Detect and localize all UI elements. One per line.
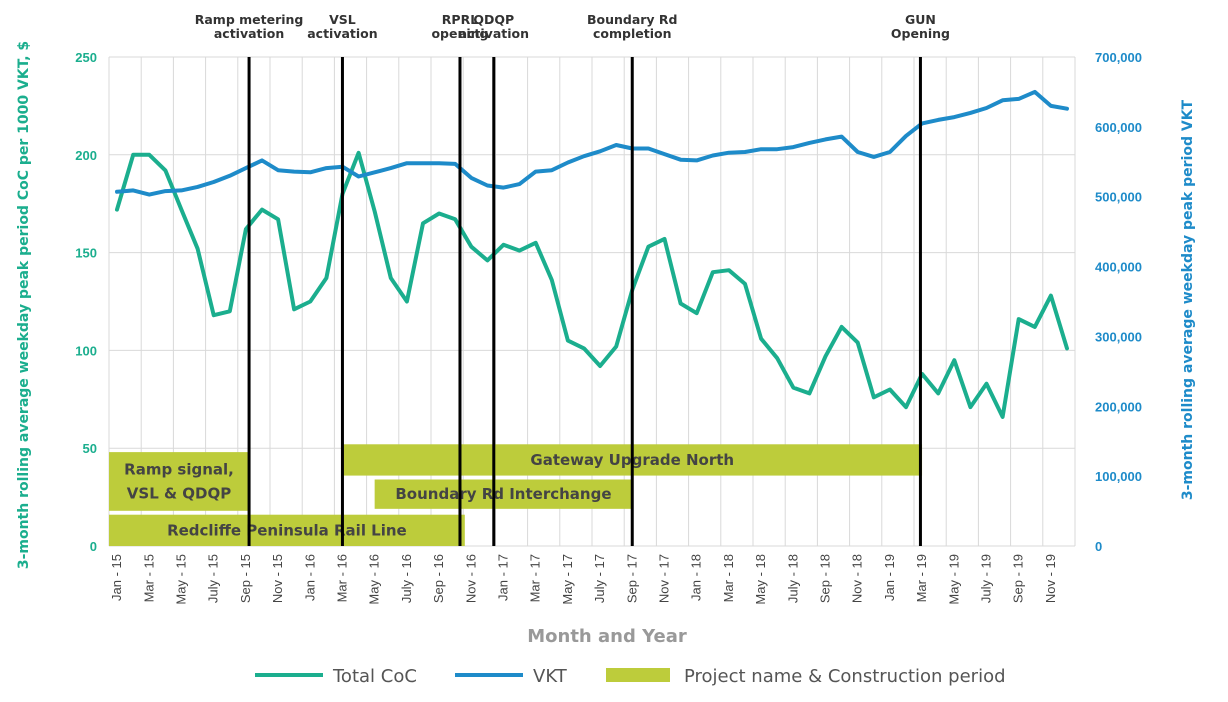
x-tick-label: Sep - 16 bbox=[431, 554, 446, 603]
x-tick-label: May - 18 bbox=[753, 554, 768, 605]
x-tick-label: July - 15 bbox=[206, 554, 221, 603]
x-tick-label: May - 17 bbox=[560, 554, 575, 605]
left-tick-label: 100 bbox=[75, 343, 97, 358]
event-label: activation bbox=[307, 26, 377, 41]
x-axis-ticks: Jan - 15 Mar - 15 May - 15 July - 15 Sep - 1… bbox=[109, 554, 1058, 605]
x-tick-label: Sep - 19 bbox=[1011, 554, 1026, 603]
x-tick-label: Jan - 17 bbox=[495, 554, 510, 601]
legend-label: Project name & Construction period bbox=[684, 666, 1006, 687]
left-tick-label: 50 bbox=[83, 441, 97, 456]
event-label: Boundary Rd bbox=[587, 12, 678, 27]
right-tick-label: 500,000 bbox=[1095, 190, 1142, 205]
project-label: Ramp signal, bbox=[124, 460, 234, 478]
x-tick-label: Mar - 17 bbox=[528, 554, 543, 602]
right-tick-label: 100,000 bbox=[1095, 469, 1142, 484]
x-tick-label: May - 15 bbox=[173, 554, 188, 605]
event-label: QDQP bbox=[473, 12, 514, 27]
legend-label: Total CoC bbox=[332, 666, 417, 687]
total-coc-line bbox=[115, 150, 1069, 419]
left-tick-label: 200 bbox=[75, 148, 97, 163]
project-bar bbox=[374, 479, 633, 509]
x-tick-label: May - 16 bbox=[367, 554, 382, 605]
event-label: opening bbox=[431, 26, 488, 41]
right-tick-label: 400,000 bbox=[1095, 260, 1142, 275]
legend-swatch bbox=[606, 668, 670, 682]
left-axis-title: 3-month rolling average weekday peak per… bbox=[16, 41, 32, 569]
event-label: Ramp metering bbox=[195, 12, 304, 27]
x-tick-label: Jan - 15 bbox=[109, 554, 124, 601]
event-label: activation bbox=[214, 26, 284, 41]
x-tick-label: Jan - 18 bbox=[689, 554, 704, 601]
event-label: completion bbox=[593, 26, 671, 41]
x-tick-label: Nov - 19 bbox=[1043, 554, 1058, 603]
event-label: RPRL bbox=[442, 12, 478, 27]
right-tick-label: 200,000 bbox=[1095, 399, 1142, 414]
x-tick-label: May - 19 bbox=[946, 554, 961, 605]
x-tick-label: Mar - 15 bbox=[141, 554, 156, 602]
x-tick-label: July - 17 bbox=[592, 554, 607, 603]
left-tick-label: 250 bbox=[75, 50, 97, 65]
right-tick-label: 0 bbox=[1095, 539, 1102, 554]
right-tick-label: 300,000 bbox=[1095, 329, 1142, 344]
left-tick-label: 150 bbox=[75, 246, 97, 261]
x-tick-label: Nov - 18 bbox=[850, 554, 865, 603]
legend: Total CoC VKT Project name & Construction … bbox=[255, 666, 1006, 687]
event-markers: Ramp meteringactivationVSLactivationRPRL… bbox=[195, 12, 950, 546]
right-axis-ticks: 0 100,000 200,000 300,000 400,000 500,000 600,… bbox=[1095, 50, 1142, 554]
x-tick-label: Nov - 15 bbox=[270, 554, 285, 603]
right-tick-label: 700,000 bbox=[1095, 50, 1142, 65]
vkt-line bbox=[115, 89, 1069, 197]
x-tick-label: July - 19 bbox=[978, 554, 993, 603]
right-axis-title: 3-month rolling average weekday peak per… bbox=[1180, 99, 1196, 500]
x-tick-label: Mar - 18 bbox=[721, 554, 736, 602]
project-label: VSL & QDQP bbox=[127, 484, 231, 502]
x-tick-label: Jan - 16 bbox=[302, 554, 317, 601]
event-label: VSL bbox=[329, 12, 356, 27]
x-tick-label: Jan - 19 bbox=[882, 554, 897, 601]
x-tick-label: Mar - 16 bbox=[334, 554, 349, 602]
project-label: Redcliffe Peninsula Rail Line bbox=[167, 521, 407, 539]
x-tick-label: Sep - 17 bbox=[624, 554, 639, 603]
x-tick-label: July - 16 bbox=[399, 554, 414, 603]
x-tick-label: Sep - 18 bbox=[817, 554, 832, 603]
x-tick-label: Nov - 16 bbox=[463, 554, 478, 603]
x-axis-title: Month and Year bbox=[527, 626, 687, 647]
project-bar bbox=[109, 514, 465, 546]
x-tick-label: Nov - 17 bbox=[656, 554, 671, 603]
series-lines bbox=[115, 89, 1069, 419]
event-label: GUN bbox=[905, 12, 936, 27]
x-tick-label: Mar - 19 bbox=[914, 554, 929, 602]
x-tick-label: Sep - 15 bbox=[238, 554, 253, 603]
right-tick-label: 600,000 bbox=[1095, 120, 1142, 135]
left-tick-label: 0 bbox=[90, 539, 97, 554]
project-bar bbox=[109, 452, 250, 511]
project-label: Boundary Rd Interchange bbox=[395, 485, 611, 503]
legend-label: VKT bbox=[533, 666, 568, 687]
left-axis-ticks: 0 50 100 150 200 250 bbox=[75, 50, 97, 554]
event-label: Opening bbox=[891, 26, 950, 41]
x-tick-label: July - 18 bbox=[785, 554, 800, 603]
event-label: activation bbox=[459, 26, 529, 41]
